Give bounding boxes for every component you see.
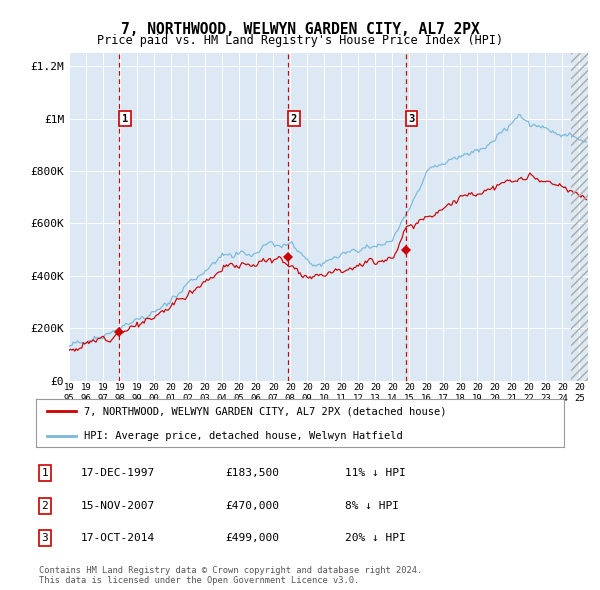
Text: 2: 2	[41, 501, 49, 510]
Text: 7, NORTHWOOD, WELWYN GARDEN CITY, AL7 2PX (detached house): 7, NORTHWOOD, WELWYN GARDEN CITY, AL7 2P…	[83, 407, 446, 417]
Text: £470,000: £470,000	[225, 501, 279, 510]
Text: 15-NOV-2007: 15-NOV-2007	[81, 501, 155, 510]
Text: 1: 1	[122, 114, 128, 123]
Text: 17-OCT-2014: 17-OCT-2014	[81, 533, 155, 543]
Text: 1: 1	[41, 468, 49, 478]
Text: 3: 3	[41, 533, 49, 543]
Text: HPI: Average price, detached house, Welwyn Hatfield: HPI: Average price, detached house, Welw…	[83, 431, 402, 441]
Text: 2: 2	[291, 114, 297, 123]
Text: 7, NORTHWOOD, WELWYN GARDEN CITY, AL7 2PX: 7, NORTHWOOD, WELWYN GARDEN CITY, AL7 2P…	[121, 22, 479, 37]
Text: 11% ↓ HPI: 11% ↓ HPI	[345, 468, 406, 478]
Text: 20% ↓ HPI: 20% ↓ HPI	[345, 533, 406, 543]
Text: £499,000: £499,000	[225, 533, 279, 543]
Bar	[571, 53, 596, 381]
Text: Price paid vs. HM Land Registry's House Price Index (HPI): Price paid vs. HM Land Registry's House …	[97, 34, 503, 47]
Text: 3: 3	[409, 114, 415, 123]
Text: Contains HM Land Registry data © Crown copyright and database right 2024.
This d: Contains HM Land Registry data © Crown c…	[39, 566, 422, 585]
Text: 17-DEC-1997: 17-DEC-1997	[81, 468, 155, 478]
Text: 8% ↓ HPI: 8% ↓ HPI	[345, 501, 399, 510]
Text: £183,500: £183,500	[225, 468, 279, 478]
